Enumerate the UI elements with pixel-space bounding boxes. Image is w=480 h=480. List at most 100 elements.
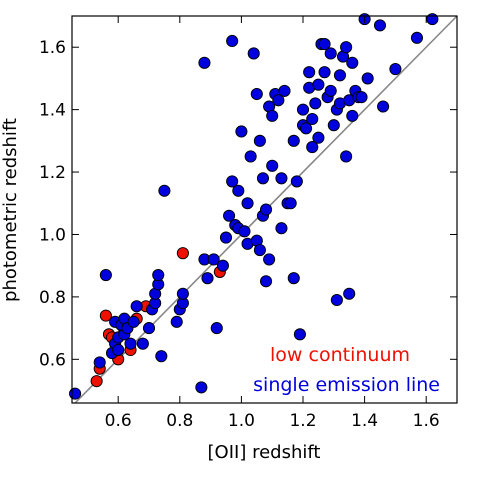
single-emission-line-point [207,253,220,266]
single-emission-line-point [287,272,300,285]
y-tick-label: 0.8 [39,288,66,308]
single-emission-line-point [266,159,279,172]
single-emission-line-point [389,63,402,76]
single-emission-line-point [327,119,340,132]
plot-area [69,13,458,404]
x-tick-label: 0.6 [105,411,132,431]
low-continuum-point [99,309,112,322]
single-emission-line-point [238,225,251,238]
single-emission-line-point [219,231,233,244]
single-emission-line-point [287,134,300,147]
y-tick-label: 1.6 [39,38,66,58]
single-emission-line-point [275,172,288,185]
single-emission-line-point [426,13,439,26]
single-emission-line-point [170,315,183,328]
single-emission-line-point [306,141,319,154]
single-emission-line-point [142,322,156,335]
single-emission-line-point [309,97,322,110]
y-tick-label: 1.4 [39,101,66,121]
single-emission-line-point [112,343,125,356]
single-emission-line-point [201,272,214,285]
single-emission-line-point [210,322,223,335]
single-emission-line-point [340,41,353,54]
single-emission-line-point [278,84,291,97]
single-emission-line-point [266,109,279,122]
single-emission-line-point [355,91,368,104]
single-emission-line-point [318,66,331,79]
single-emission-line-point [253,134,266,147]
single-emission-line-point [263,253,276,266]
low-continuum-point [90,375,103,388]
single-emission-line-point [275,222,288,235]
y-tick-label: 1.0 [39,225,66,245]
single-emission-line-point [250,87,263,101]
single-emission-line-point [216,259,229,272]
single-emission-line-point [312,78,325,91]
single-emission-line-point [340,150,353,163]
x-axis-ticks: 0.6 0.8 1.0 1.2 1.4 1.6 [105,16,440,431]
single-emission-line-point [300,122,313,135]
x-tick-label: 1.0 [228,411,255,431]
y-tick-label: 1.2 [39,163,66,183]
single-emission-line-point [324,84,337,97]
single-emission-line-point [259,275,273,288]
single-emission-line-point [272,94,285,107]
single-emission-line-point [93,356,106,369]
single-emission-line-point [99,268,112,282]
y-axis-ticks: 0.6 0.8 1.0 1.2 1.4 1.6 [39,38,457,370]
single-emission-line-point [247,47,260,60]
single-emission-line-point [324,47,337,60]
single-emission-line-point [198,56,211,69]
single-emission-line-point [290,175,303,188]
x-tick-label: 1.4 [351,411,378,431]
x-tick-label: 1.6 [413,411,440,431]
single-emission-line-point [136,337,149,350]
x-axis-label: [OII] redshift [208,442,321,463]
single-emission-line-point [127,315,140,328]
single-emission-line-point [343,287,356,300]
y-tick-label: 0.6 [39,350,66,370]
single-emission-line-point [152,268,165,282]
single-emission-line-point [318,38,331,51]
single-emission-line-point [223,209,236,222]
single-emission-line-point [69,387,82,400]
single-emission-line-point [241,197,254,210]
single-emission-line-point [226,34,239,48]
single-emission-line-point [253,244,266,257]
single-emission-line-point [226,175,239,188]
y-axis-label: photometric redshift [0,118,21,302]
plot-frame [71,15,458,404]
single-emission-line-point [373,19,387,32]
single-emission-line-point [176,287,189,300]
legend: low continuum single emission line [253,344,440,396]
single-emission-line-point [130,300,143,313]
legend-entry-single-emission-line: single emission line [253,374,440,396]
single-emission-line-point [296,103,310,116]
single-emission-line-point [155,350,168,363]
single-emission-line-point [346,56,359,69]
x-tick-label: 1.2 [289,411,316,431]
single-emission-line-point [232,184,245,197]
single-emission-line-point [346,109,359,122]
single-emission-line-point [195,381,208,394]
low-continuum-point [176,247,189,260]
single-emission-line-point [284,197,297,210]
single-emission-line-point [377,100,390,113]
single-emission-line-point [235,125,248,138]
single-emission-line-point [330,293,343,307]
single-emission-line-point [124,337,137,350]
x-tick-label: 0.8 [166,411,193,431]
single-emission-line-point [256,172,270,185]
single-emission-line-point [333,69,347,82]
single-emission-line-point [410,31,424,44]
single-emission-line-point [312,131,325,144]
single-emission-line-point [259,203,273,216]
single-emission-line-series [69,13,439,400]
single-emission-line-point [244,150,257,163]
single-emission-line-point [306,112,319,126]
legend-entry-low-continuum: low continuum [270,344,410,366]
single-emission-line-point [361,72,374,85]
single-emission-line-point [158,184,171,197]
single-emission-line-point [303,66,316,79]
